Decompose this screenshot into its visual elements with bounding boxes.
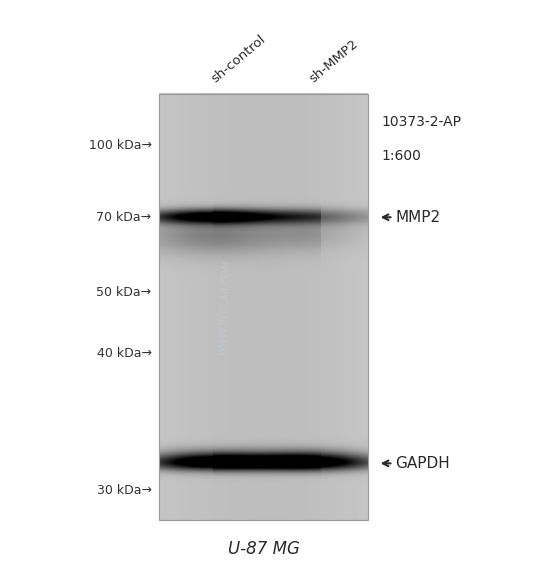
- Text: 50 kDa→: 50 kDa→: [96, 287, 151, 299]
- Text: GAPDH: GAPDH: [395, 456, 450, 471]
- Text: MMP2: MMP2: [395, 210, 441, 224]
- Text: sh-control: sh-control: [209, 32, 268, 85]
- Text: sh-MMP2: sh-MMP2: [306, 37, 360, 85]
- Text: 30 kDa→: 30 kDa→: [96, 484, 151, 496]
- Text: 100 kDa→: 100 kDa→: [88, 139, 151, 151]
- Text: U-87 MG: U-87 MG: [228, 540, 300, 558]
- Text: 40 kDa→: 40 kDa→: [96, 347, 151, 360]
- Bar: [159, 94, 368, 520]
- Text: 10373-2-AP: 10373-2-AP: [382, 115, 462, 129]
- Text: 70 kDa→: 70 kDa→: [96, 211, 151, 224]
- Text: WWW.PTGLAB.COM: WWW.PTGLAB.COM: [217, 259, 232, 355]
- Text: 1:600: 1:600: [382, 150, 421, 164]
